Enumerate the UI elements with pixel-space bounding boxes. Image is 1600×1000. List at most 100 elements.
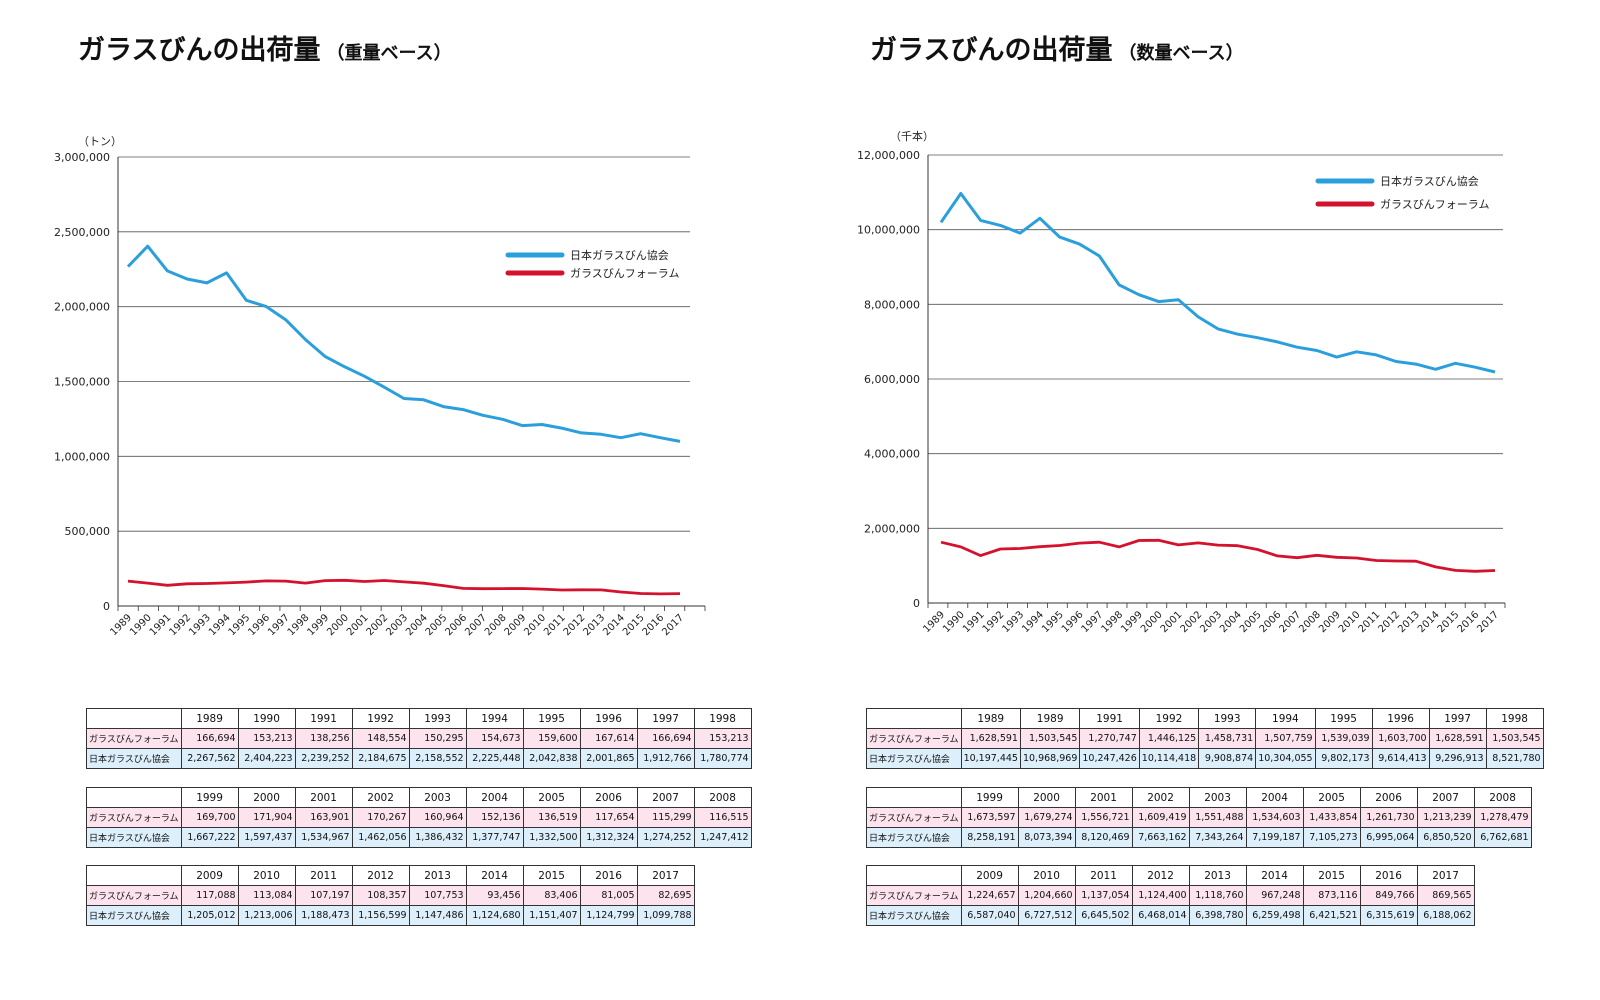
x-tick-label: 1994 — [207, 612, 233, 638]
table-year-header: 1997 — [1428, 708, 1487, 729]
table-row-forum: ガラスびんフォーラム 1,224,657 1,204,660 1,137,054 1,1… — [866, 885, 1475, 906]
table-cell: 873,116 — [1302, 885, 1361, 906]
x-tick-label: 2007 — [463, 612, 489, 638]
table-cell: 1,679,274 — [1017, 807, 1076, 828]
data-table: 1989 1989 1991 1992 1993 1994 1995 1996 1997 1998… — [866, 708, 1544, 769]
table-row-association: 日本ガラスびん協会 6,587,040 6,727,512 6,645,502 6,46… — [866, 905, 1475, 926]
x-tick-label: 2017 — [660, 612, 686, 638]
table-year-header: 2011 — [294, 865, 353, 886]
table-row-label: 日本ガラスびん協会 — [866, 827, 962, 848]
y-unit-label: （千本） — [890, 129, 934, 143]
table-cell: 166,694 — [636, 728, 695, 749]
x-tick-label: 2012 — [562, 612, 588, 638]
table-year-header: 1998 — [1485, 708, 1544, 729]
table-cell: 159,600 — [522, 728, 581, 749]
table-corner — [86, 865, 182, 886]
y-tick-label: 0 — [103, 600, 110, 613]
table-cell: 6,259,498 — [1245, 905, 1304, 926]
table-cell: 93,456 — [465, 885, 524, 906]
x-tick-label: 1997 — [1080, 609, 1106, 635]
table-cell: 108,357 — [351, 885, 410, 906]
x-tick-label: 2011 — [542, 612, 568, 638]
y-tick-label: 2,000,000 — [54, 301, 110, 314]
table-cell: 1,539,039 — [1314, 728, 1373, 749]
table-cell: 1,124,400 — [1131, 885, 1190, 906]
table-row-label: 日本ガラスびん協会 — [86, 905, 182, 926]
table-cell: 6,468,014 — [1131, 905, 1190, 926]
table-cell: 1,534,967 — [294, 827, 353, 848]
table-cell: 1,503,545 — [1019, 728, 1081, 749]
table-year-header: 2010 — [1017, 865, 1076, 886]
table-cell: 1,205,012 — [180, 905, 239, 926]
table-year-header: 1991 — [1079, 708, 1140, 729]
table-year-header: 2003 — [408, 787, 467, 808]
table-year-header: 1997 — [636, 708, 695, 729]
x-tick-label: 2009 — [503, 612, 529, 638]
x-tick-label: 1991 — [148, 612, 174, 638]
table-cell: 107,197 — [294, 885, 353, 906]
table-cell: 1,609,419 — [1131, 807, 1190, 828]
table-cell: 8,120,469 — [1074, 827, 1133, 848]
table-year-header: 1993 — [408, 708, 467, 729]
chart-title: ガラスびんの出荷量 （数量ベース） — [870, 35, 1244, 66]
y-tick-label: 1,000,000 — [54, 450, 110, 463]
table-cell: 10,304,055 — [1255, 748, 1316, 769]
table-year-header: 2007 — [636, 787, 695, 808]
chart-subtitle: （数量ベース） — [1118, 43, 1244, 64]
table-row-label: 日本ガラスびん協会 — [86, 827, 182, 848]
weight-panel: ガラスびんの出荷量 （重量ベース） （トン） 3,000,000 2,500,000 2… — [54, 35, 706, 638]
table-row-forum: ガラスびんフォーラム 1,673,597 1,679,274 1,556,721 1,6… — [866, 807, 1532, 828]
y-tick-label: 6,000,000 — [864, 373, 920, 386]
x-tick-label: 2001 — [345, 612, 371, 638]
table-cell: 81,005 — [579, 885, 638, 906]
table-cell: 2,267,562 — [180, 748, 239, 769]
table-cell: 6,762,681 — [1473, 827, 1532, 848]
x-tick-label: 1992 — [167, 612, 193, 638]
x-tick-label: 1994 — [1020, 609, 1046, 635]
x-tick-label: 2015 — [621, 612, 647, 638]
table-corner — [86, 708, 182, 729]
x-tick-label: 1990 — [941, 609, 967, 635]
table-year-header: 2005 — [1302, 787, 1361, 808]
table-cell: 160,964 — [408, 807, 467, 828]
x-tick-label: 1989 — [921, 609, 947, 635]
table-cell: 2,225,448 — [465, 748, 524, 769]
table-year-header: 2001 — [294, 787, 353, 808]
table-corner — [866, 787, 962, 808]
table-cell: 163,901 — [294, 807, 353, 828]
x-tick-label: 2013 — [581, 612, 607, 638]
table-row-label: ガラスびんフォーラム — [866, 728, 962, 749]
table-cell: 1,667,222 — [180, 827, 239, 848]
x-tick-label: 1998 — [1099, 609, 1125, 635]
table-row-forum: ガラスびんフォーラム 117,088 113,084 107,197 108,357 10… — [86, 885, 695, 906]
table-year-header: 2015 — [522, 865, 581, 886]
table-cell: 107,753 — [408, 885, 467, 906]
count-line-chart: （千本） 12,000,000 10,000,000 8,000,000 6,000,0… — [857, 129, 1506, 635]
table-cell: 1,270,747 — [1079, 728, 1140, 749]
table-cell: 6,315,619 — [1359, 905, 1418, 926]
series-line-forum — [127, 578, 681, 596]
table-cell: 9,614,413 — [1371, 748, 1430, 769]
table-year-header: 2008 — [1473, 787, 1532, 808]
table-cell: 1,386,432 — [408, 827, 467, 848]
table-year-header: 2002 — [1131, 787, 1190, 808]
x-tick-label: 2001 — [1159, 609, 1185, 635]
table-cell: 6,398,780 — [1188, 905, 1247, 926]
table-cell: 10,114,418 — [1138, 748, 1200, 769]
x-tick-label: 1999 — [1119, 609, 1145, 635]
table-cell: 166,694 — [180, 728, 239, 749]
table-row-association: 日本ガラスびん協会 1,205,012 1,213,006 1,188,473 1,15… — [86, 905, 695, 926]
weight-line-chart: （トン） 3,000,000 2,500,000 2,000,000 1,500,000… — [54, 135, 706, 638]
x-tick-label: 2010 — [522, 612, 548, 638]
table-cell: 1,458,731 — [1198, 728, 1257, 749]
table-cell: 83,406 — [522, 885, 581, 906]
x-tick-label: 2006 — [443, 612, 469, 638]
x-tick-label: 2011 — [1357, 609, 1383, 635]
table-corner — [86, 787, 182, 808]
table-year-header: 1995 — [1314, 708, 1373, 729]
table-year-header: 1996 — [1371, 708, 1430, 729]
table-year-header: 2010 — [237, 865, 296, 886]
x-tick-label: 2004 — [404, 612, 430, 638]
table-cell: 1,628,591 — [1428, 728, 1487, 749]
data-table: 1989 1990 1991 1992 1993 1994 1995 1996 1997 1998… — [86, 708, 752, 769]
